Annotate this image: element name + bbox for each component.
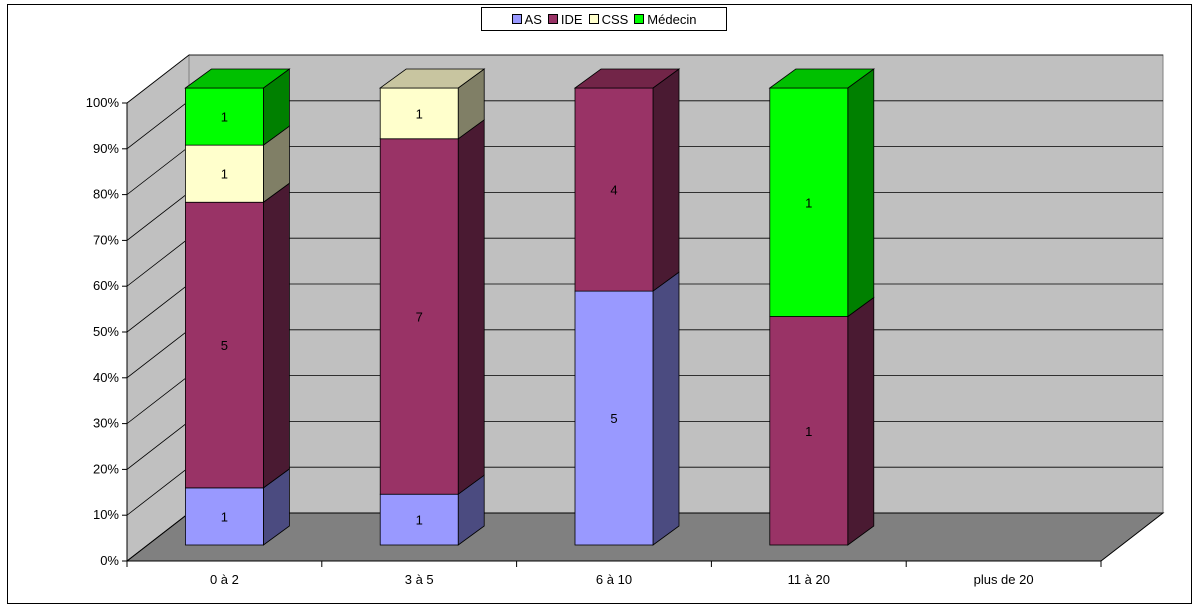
bar-side <box>652 68 680 292</box>
bar-side <box>847 68 875 318</box>
bar-top <box>573 68 681 89</box>
bar-front <box>184 87 264 146</box>
data-label: 5 <box>610 411 617 426</box>
bar-top <box>378 68 486 89</box>
data-label: 1 <box>221 509 228 524</box>
bar-segment-ide <box>574 68 680 292</box>
bar-side <box>652 271 680 546</box>
bar-side <box>262 182 290 489</box>
bar-front <box>379 87 459 140</box>
bar-segment-m-decin <box>769 68 875 318</box>
legend-swatch <box>588 14 599 24</box>
x-tick-label: plus de 20 <box>974 572 1034 587</box>
bar-front <box>184 201 264 489</box>
data-label: 1 <box>221 167 228 182</box>
bar-segment-ide <box>769 296 875 546</box>
bar-segment-as <box>184 468 290 546</box>
legend-item-ide: IDE <box>547 11 583 27</box>
legend-label: Médecin <box>647 11 697 27</box>
y-tick-label: 40% <box>93 370 119 385</box>
data-label: 1 <box>416 106 423 121</box>
data-label: 1 <box>416 513 423 528</box>
bar-segment-m-decin <box>184 68 290 146</box>
bar-front <box>769 87 849 317</box>
bar-front <box>379 138 459 495</box>
legend-swatch <box>634 14 645 24</box>
y-tick-label: 60% <box>93 278 119 293</box>
data-label: 1 <box>805 195 812 210</box>
legend-swatch <box>547 14 558 24</box>
x-tick-label: 3 à 5 <box>405 572 434 587</box>
data-label: 1 <box>805 424 812 439</box>
data-label: 1 <box>221 110 228 125</box>
bar-front <box>574 290 654 546</box>
bar-front <box>574 87 654 292</box>
bar-segment-css <box>184 125 290 204</box>
bar-segment-ide <box>379 118 485 496</box>
legend-item-as: AS <box>511 11 542 27</box>
y-tick-label: 20% <box>93 461 119 476</box>
y-tick-label: 10% <box>93 507 119 522</box>
bar-segment-as <box>379 474 485 546</box>
bar-side <box>457 118 485 496</box>
bar-front <box>184 144 264 203</box>
bar-side <box>847 296 875 546</box>
data-label: 4 <box>610 183 617 198</box>
x-tick-label: 6 à 10 <box>596 572 632 587</box>
legend-swatch <box>511 14 522 24</box>
y-tick-label: 100% <box>86 95 120 110</box>
legend-label: AS <box>524 11 542 27</box>
gridline <box>126 54 1163 104</box>
y-tick-label: 30% <box>93 416 119 431</box>
y-tick-label: 70% <box>93 232 119 247</box>
legend-item-m-decin: Médecin <box>634 12 696 27</box>
data-label: 7 <box>416 310 423 325</box>
y-tick-label: 50% <box>93 324 119 339</box>
legend-label: IDE <box>560 11 583 27</box>
legend-label: CSS <box>601 11 629 27</box>
y-tick-label: 90% <box>93 141 119 156</box>
bar-front <box>769 316 849 546</box>
data-label: 5 <box>221 338 228 353</box>
bar-segment-css <box>379 68 485 140</box>
x-tick-label: 11 à 20 <box>788 572 830 587</box>
bar-front <box>184 487 264 546</box>
bar-front <box>379 493 459 546</box>
chart-legend: AS IDE CSS Médecin <box>481 7 727 31</box>
y-tick-label: 80% <box>93 187 119 202</box>
bar-top <box>184 68 291 89</box>
bar-top <box>768 68 876 89</box>
x-tick-label: 0 à 2 <box>210 572 239 587</box>
y-tick-label: 0% <box>100 553 119 568</box>
bar-segment-ide <box>184 182 290 489</box>
bar-segment-as <box>574 271 680 546</box>
legend-item-css: CSS <box>588 11 629 27</box>
